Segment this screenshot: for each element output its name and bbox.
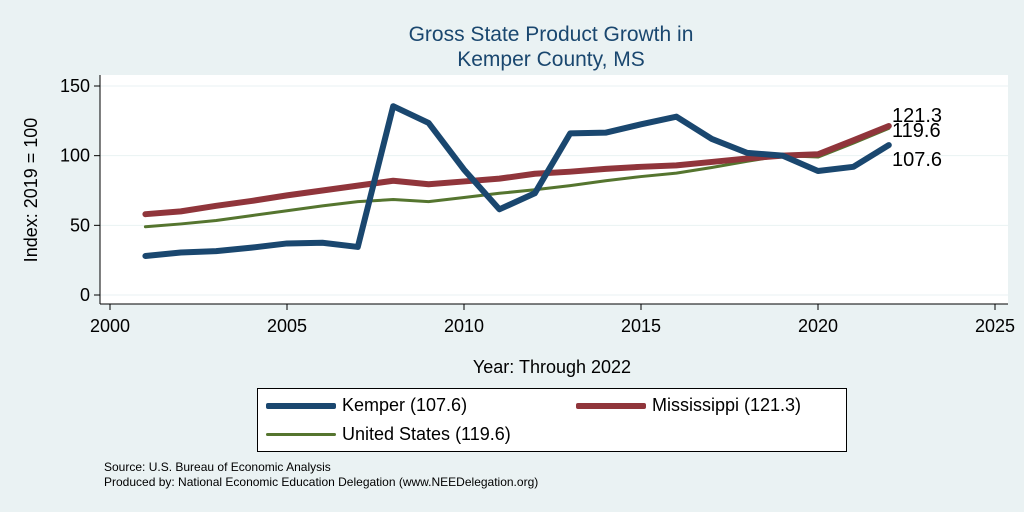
legend-label-kemper: Kemper (107.6) <box>342 395 468 415</box>
x-tick-label-2005: 2005 <box>267 316 307 336</box>
end-label-mississippi: 121.3 <box>892 105 942 127</box>
end-label-united-states: 119.6 <box>892 120 941 142</box>
series-lines <box>142 103 892 259</box>
source-note: Source: U.S. Bureau of Economic Analysis <box>104 460 331 474</box>
x-tick-label-2010: 2010 <box>444 316 484 336</box>
legend-swatch-united-states <box>266 433 336 436</box>
y-tick-label-100: 100 <box>60 146 90 166</box>
plot-area <box>100 75 1008 304</box>
end-label-kemper: 107.6 <box>892 149 942 171</box>
x-axis-label: Year: Through 2022 <box>473 357 631 377</box>
legend: Kemper (107.6) Mississippi (121.3) Unite… <box>257 388 847 452</box>
chart-title-line-1: Gross State Product Growth in <box>409 23 694 46</box>
y-tick-label-0: 0 <box>80 285 90 305</box>
axes: 0 50 100 150 2000 2005 2010 2015 2020 2025 <box>60 75 1015 336</box>
produced-by-note: Produced by: National Economic Education… <box>104 475 539 489</box>
legend-swatch-kemper <box>266 402 336 409</box>
x-tick-label-2000: 2000 <box>90 316 130 336</box>
legend-item-mississippi: Mississippi (121.3) <box>576 395 801 416</box>
x-tick-label-2025: 2025 <box>975 316 1015 336</box>
legend-item-united-states: United States (119.6) <box>266 424 511 445</box>
legend-swatch-mississippi <box>576 402 646 409</box>
y-tick-label-50: 50 <box>70 215 90 235</box>
x-tick-label-2015: 2015 <box>621 316 661 336</box>
x-tick-label-2020: 2020 <box>798 316 838 336</box>
series-line-kemper <box>142 103 892 259</box>
y-axis-label: Index: 2019 = 100 <box>21 118 41 263</box>
y-tick-label-150: 150 <box>60 76 90 96</box>
chart-title-line-2: Kemper County, MS <box>457 48 645 71</box>
legend-label-mississippi: Mississippi (121.3) <box>652 395 802 415</box>
legend-label-united-states: United States (119.6) <box>342 424 511 444</box>
legend-item-kemper: Kemper (107.6) <box>266 395 467 416</box>
